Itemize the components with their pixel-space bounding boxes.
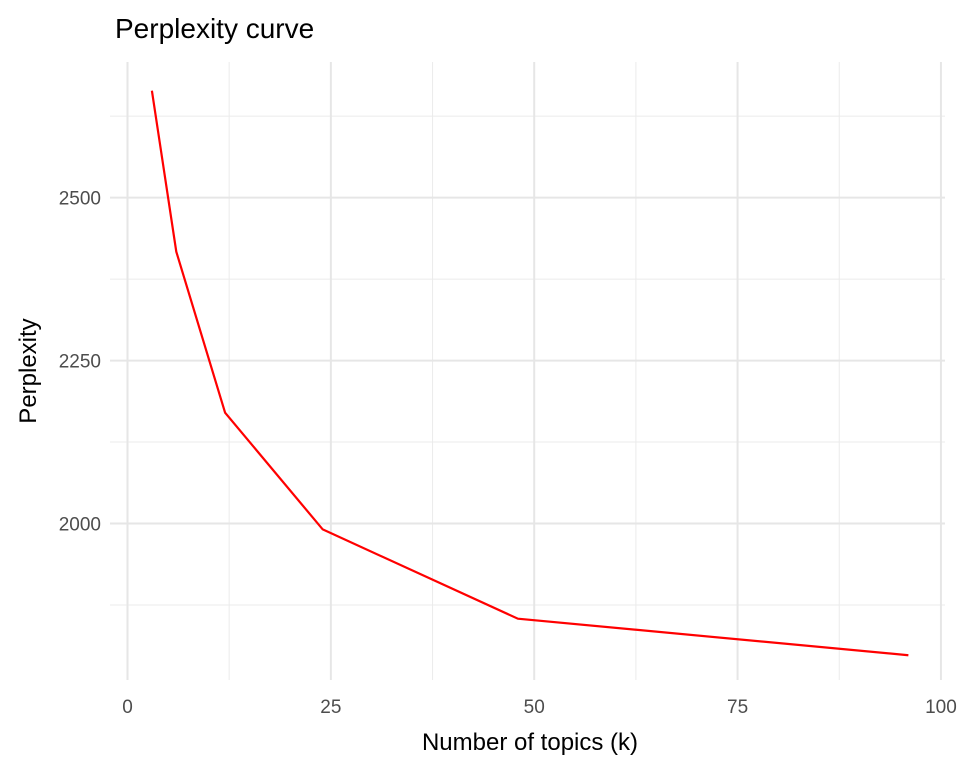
tick-labels: 0 25 50 75 100 2000 2250 2500 — [59, 189, 957, 718]
series-layer — [152, 91, 909, 656]
x-tick-label: 50 — [524, 697, 545, 718]
y-tick-label: 2000 — [59, 515, 101, 536]
x-axis-label: Number of topics (k) — [422, 729, 638, 756]
x-tick-label: 25 — [320, 697, 341, 718]
x-tick-label: 0 — [122, 697, 133, 718]
y-tick-label: 2250 — [59, 352, 101, 373]
x-tick-label: 100 — [925, 697, 957, 718]
chart-title: Perplexity curve — [115, 13, 314, 44]
series-line — [152, 91, 909, 656]
y-tick-label: 2500 — [59, 189, 101, 210]
x-tick-label: 75 — [727, 697, 748, 718]
grid — [110, 62, 945, 680]
y-axis-label: Perplexity — [15, 318, 42, 423]
